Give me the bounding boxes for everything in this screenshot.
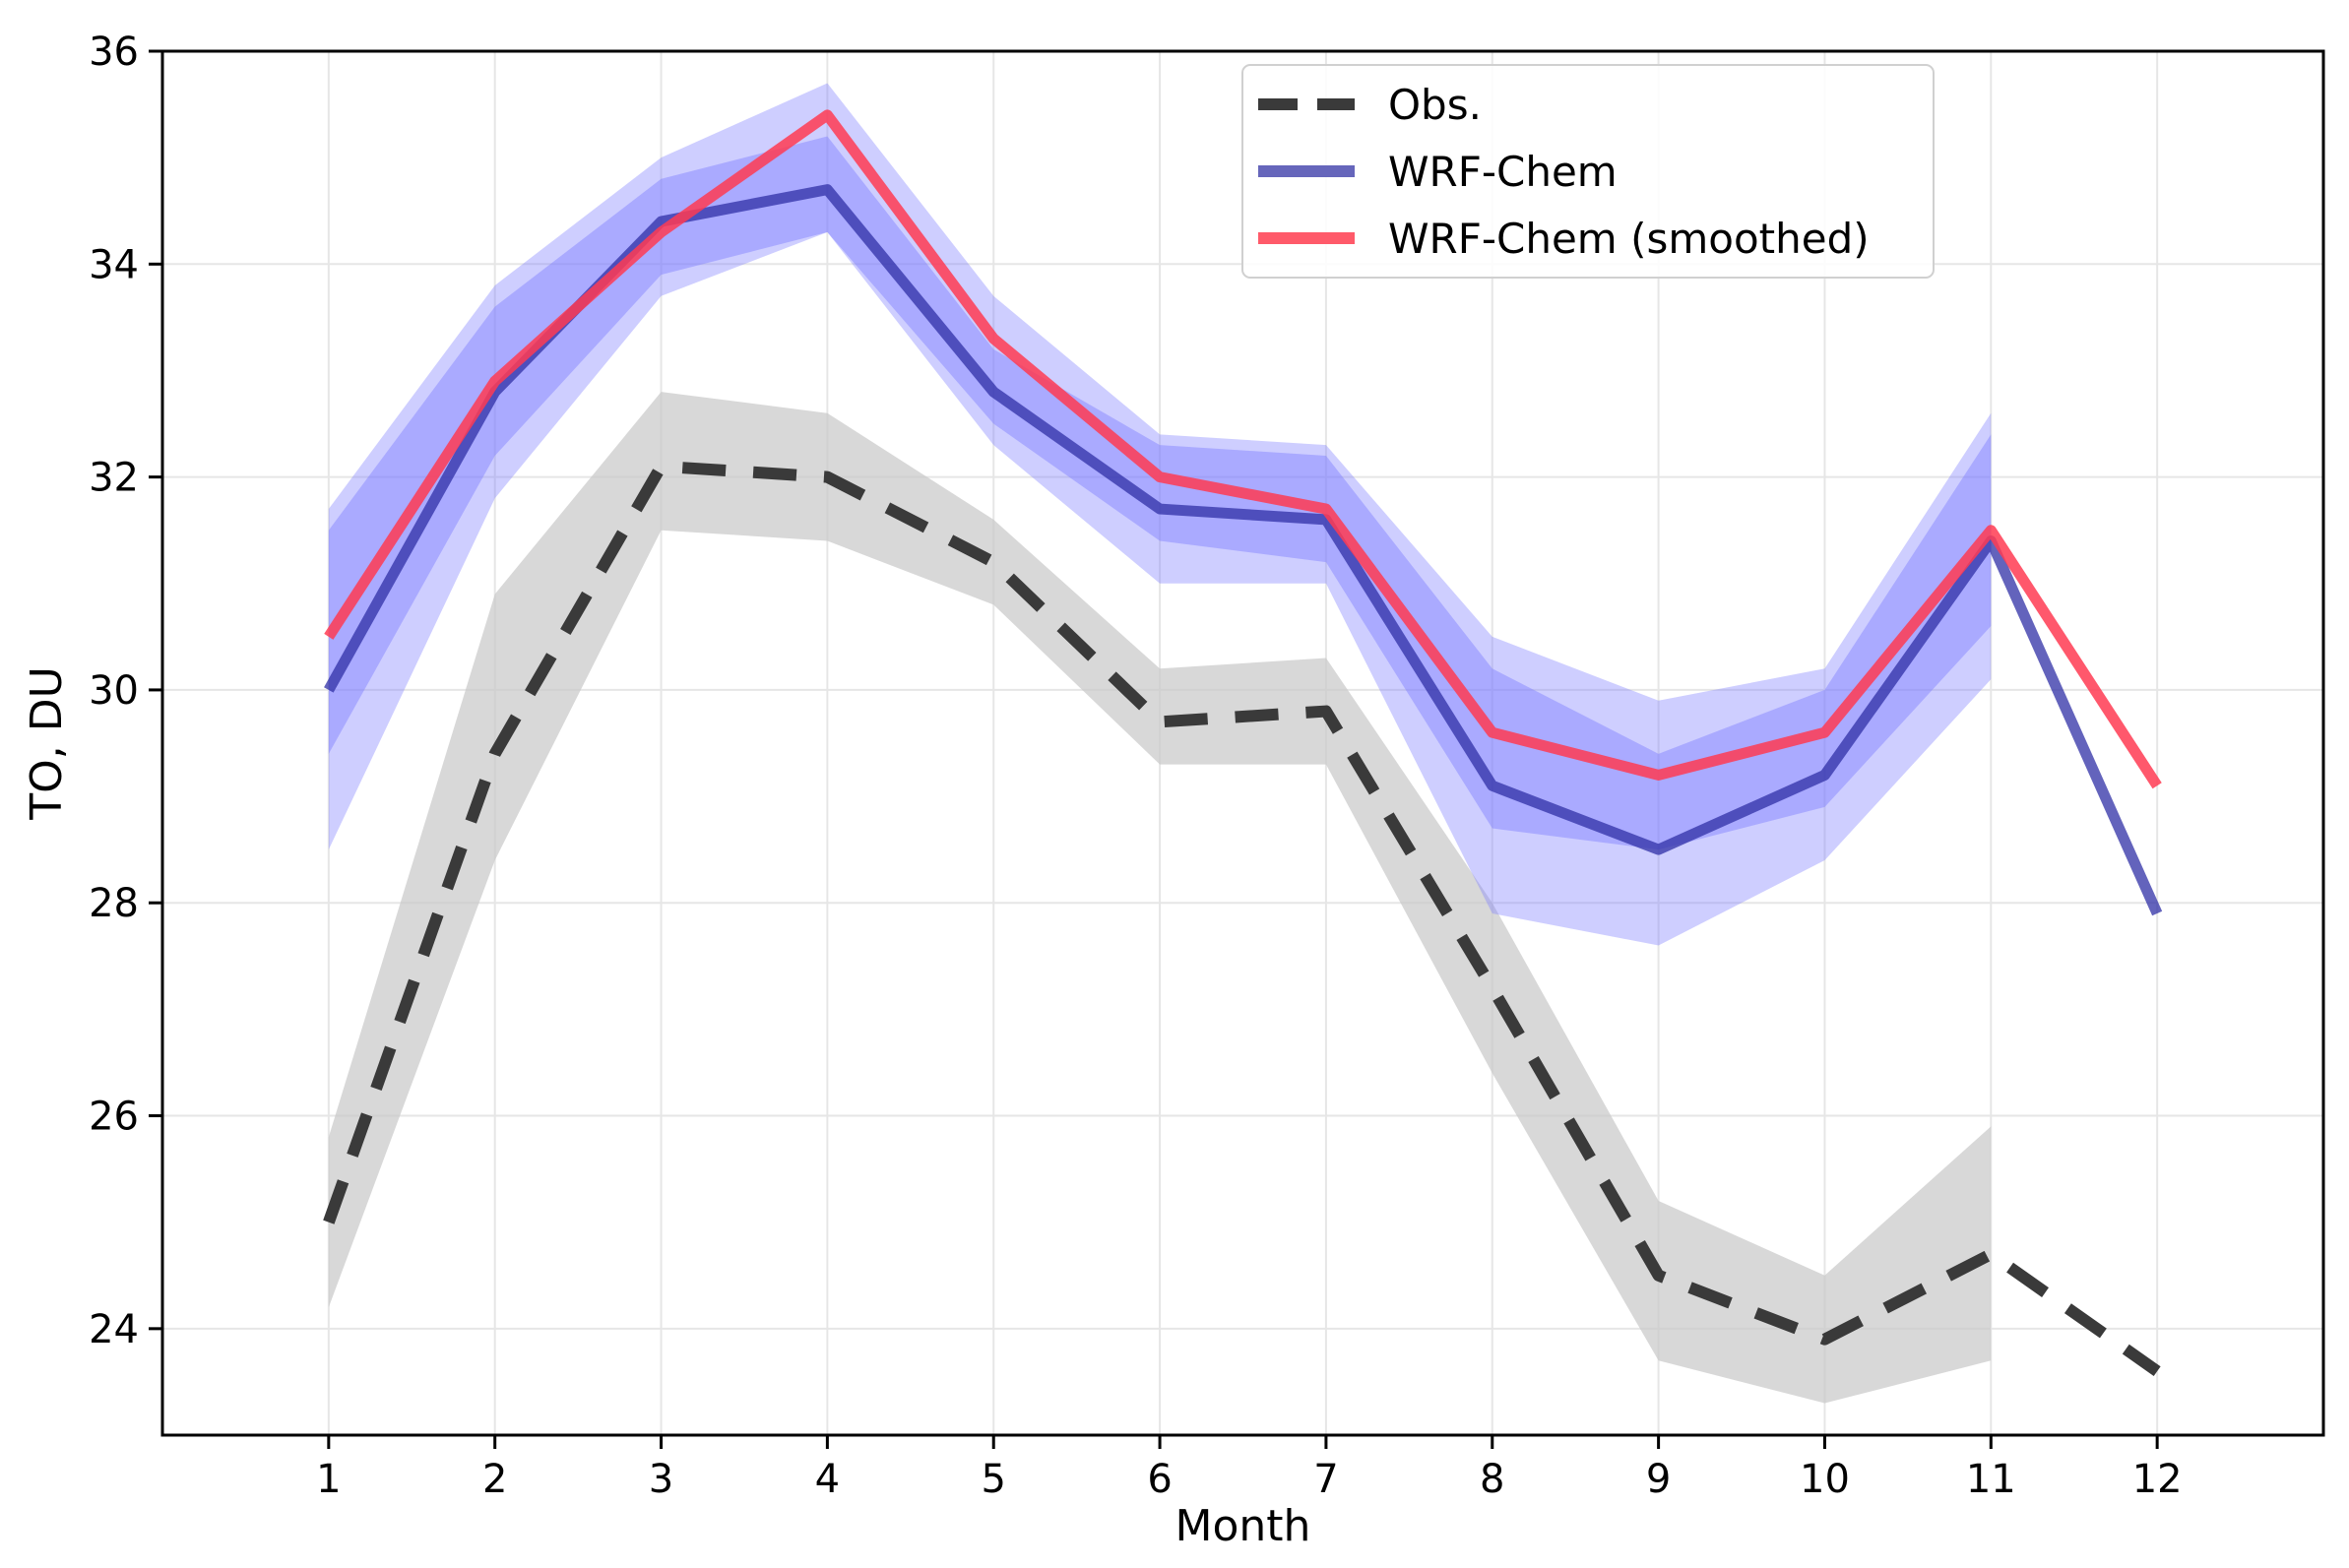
- legend-box: [1241, 64, 1935, 279]
- x-tick-label: 1: [316, 1457, 341, 1502]
- x-tick-label: 4: [815, 1457, 840, 1502]
- x-tick-label: 5: [982, 1457, 1006, 1502]
- y-tick-label: 26: [89, 1095, 139, 1140]
- y-tick-label: 32: [89, 456, 139, 501]
- wrf-band: [328, 136, 1992, 850]
- x-tick-label: 7: [1313, 1457, 1338, 1502]
- x-tick-label: 10: [1800, 1457, 1850, 1502]
- axes: [149, 49, 2325, 1449]
- x-axis-label: Month: [1175, 1501, 1311, 1551]
- x-tick-label: 8: [1480, 1457, 1504, 1502]
- obs-band: [328, 392, 1992, 1404]
- y-tick-label: 28: [89, 881, 139, 926]
- y-tick-label: 24: [89, 1307, 139, 1352]
- y-tick-label: 30: [89, 668, 139, 714]
- x-tick-label: 12: [2132, 1457, 2183, 1502]
- x-tick-label: 2: [482, 1457, 507, 1502]
- legend-label: WRF-Chem (smoothed): [1388, 215, 1870, 263]
- y-tick-label: 36: [89, 30, 139, 75]
- x-tick-label: 9: [1646, 1457, 1671, 1502]
- obs-line: [323, 460, 2161, 1377]
- series-lines: [323, 109, 2163, 1377]
- legend: Obs. WRF-Chem WRF-Chem (smoothed): [1241, 64, 1935, 279]
- plot-frame: [160, 49, 2325, 1437]
- y-tick-label: 34: [89, 242, 139, 287]
- x-tick-label: 6: [1147, 1457, 1172, 1502]
- legend-label: Obs.: [1388, 81, 1482, 129]
- wrf_smoothed-line: [324, 109, 2162, 789]
- legend-label: WRF-Chem: [1388, 148, 1618, 196]
- y-axis-label: TO, DU: [22, 666, 72, 821]
- x-tick-label: 11: [1966, 1457, 2016, 1502]
- x-tick-label: 3: [649, 1457, 673, 1502]
